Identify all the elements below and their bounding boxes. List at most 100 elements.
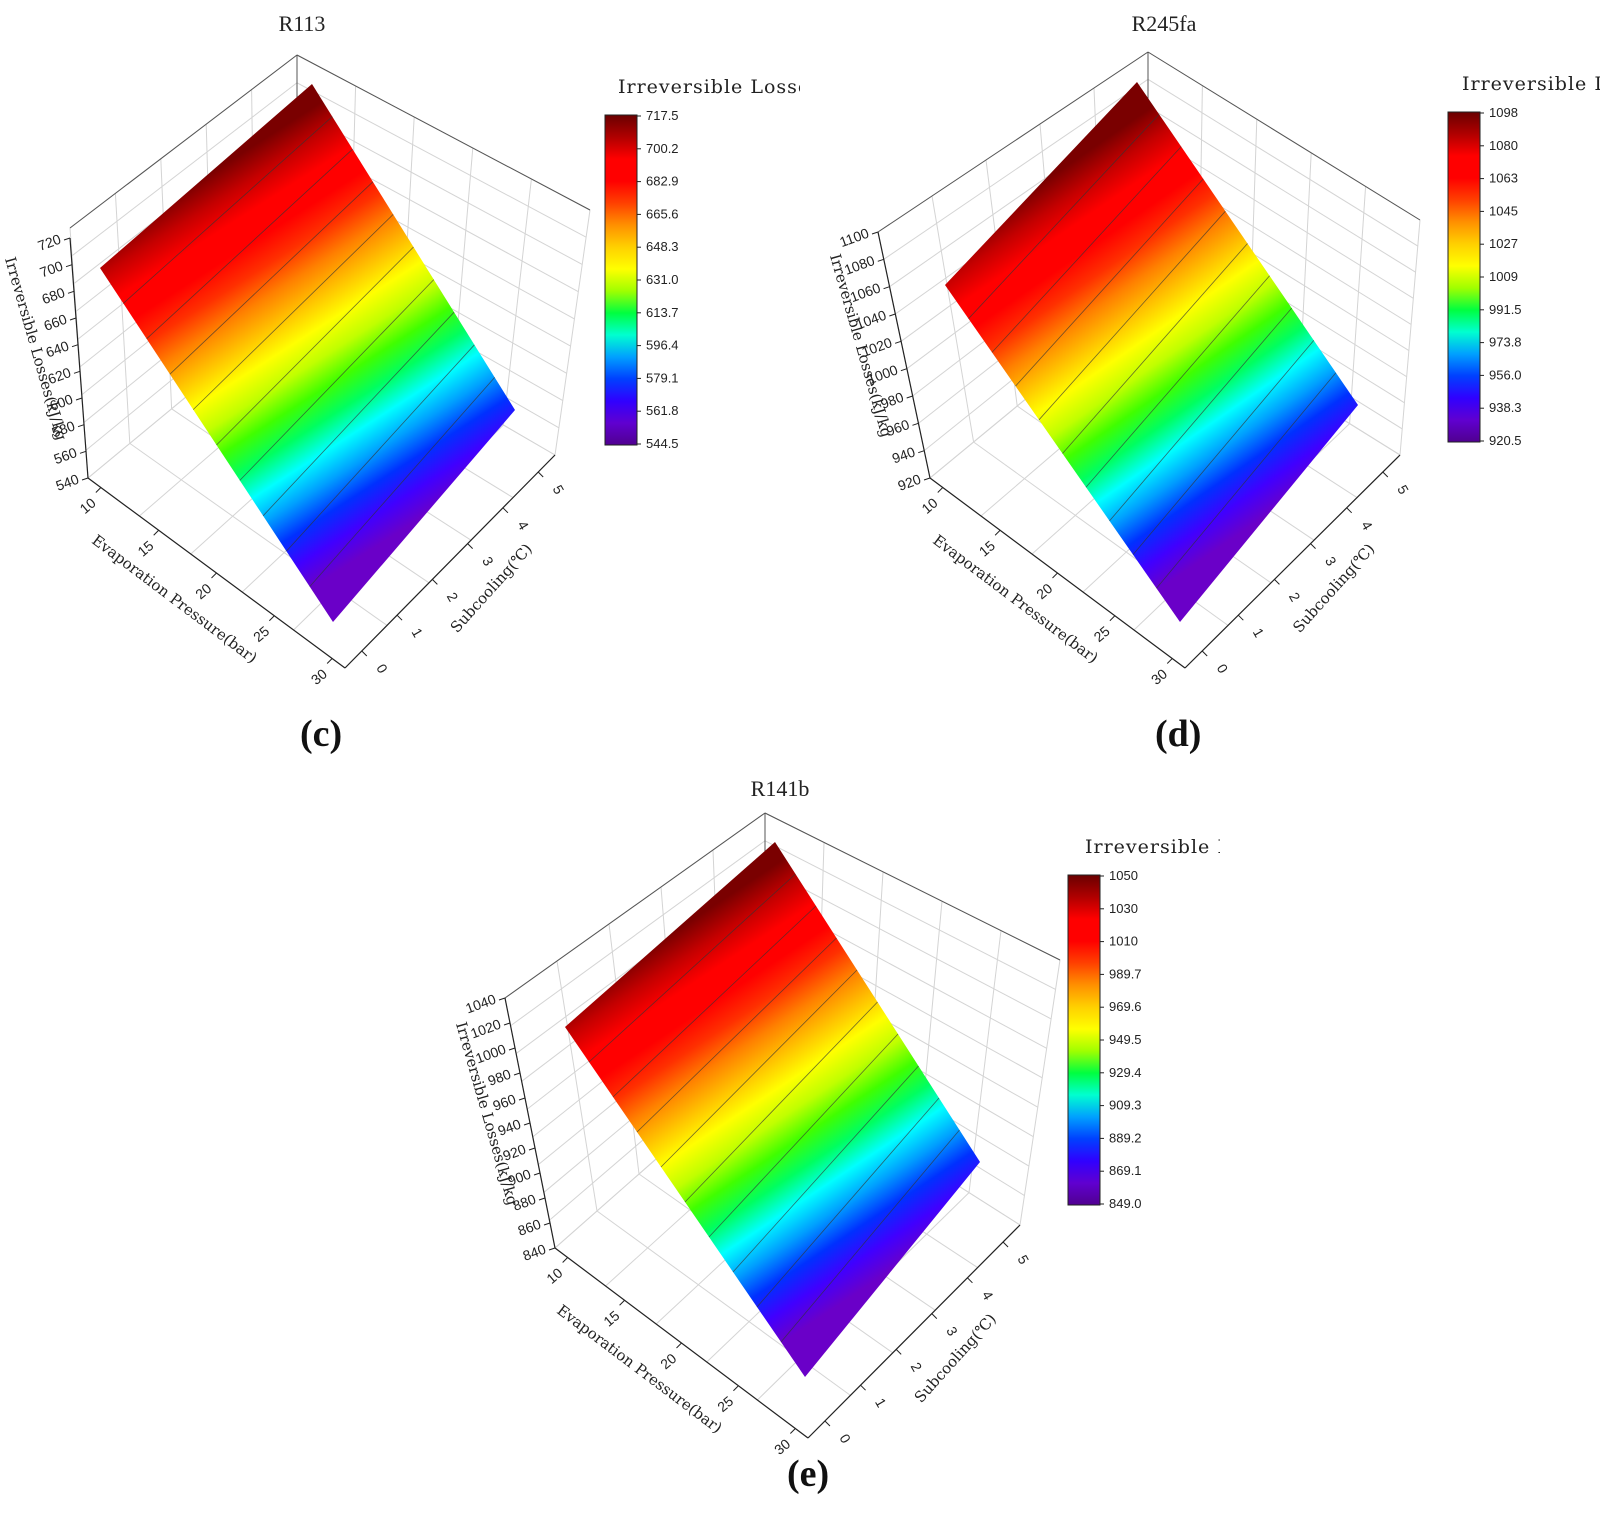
x-tick-mark bbox=[268, 615, 275, 622]
colorbar-tick-label: 869.1 bbox=[1109, 1163, 1142, 1178]
contour-line bbox=[968, 114, 1160, 319]
colorbar bbox=[1067, 874, 1101, 1206]
x-tick-mark bbox=[1052, 572, 1058, 579]
y-tick-mark bbox=[895, 1349, 902, 1355]
colorbar-tick-label: 969.6 bbox=[1109, 999, 1142, 1014]
grid-line bbox=[1147, 78, 1419, 247]
colorbar-title: Irreversible Losses bbox=[1085, 836, 1220, 858]
z-tick-mark bbox=[518, 1097, 526, 1101]
z-tick-mark bbox=[65, 264, 73, 268]
x-tick-label: 25 bbox=[714, 1393, 736, 1415]
axis-line bbox=[807, 1224, 1021, 1439]
x-axis-label: Evaporation Pressure(bar) bbox=[88, 531, 260, 667]
z-tick-mark bbox=[71, 344, 79, 348]
y-tick-label: 0 bbox=[836, 1431, 854, 1446]
contour-line bbox=[239, 279, 435, 481]
colorbar-tick-label: 1045 bbox=[1489, 203, 1518, 218]
panel-label-c: (c) bbox=[300, 713, 343, 755]
contour-line bbox=[1156, 372, 1337, 589]
x-tick-mark bbox=[937, 487, 944, 493]
z-tick-mark bbox=[81, 477, 89, 481]
colorbar-tick-label: 889.2 bbox=[1109, 1130, 1142, 1145]
panel-label-e: (e) bbox=[787, 1453, 830, 1495]
box-edge bbox=[877, 51, 1149, 233]
grid-line bbox=[554, 209, 591, 456]
z-tick-mark bbox=[513, 1072, 521, 1076]
grid-line bbox=[1147, 133, 1414, 299]
colorbar-tick-label: 561.8 bbox=[646, 403, 679, 418]
grid-line bbox=[883, 78, 1149, 260]
contour-line bbox=[756, 1097, 940, 1308]
axis-line bbox=[1184, 454, 1401, 669]
y-tick-mark bbox=[1201, 650, 1208, 657]
contour-lines bbox=[123, 116, 495, 587]
z-tick-label: 980 bbox=[486, 1066, 514, 1089]
z-tick-label: 920 bbox=[896, 471, 924, 494]
x-tick-label: 20 bbox=[1033, 580, 1055, 602]
contour-line bbox=[1062, 243, 1248, 454]
z-tick-label: 660 bbox=[42, 311, 70, 334]
z-tick-mark bbox=[67, 290, 75, 294]
box-edge bbox=[764, 812, 1061, 961]
y-tick-label: 2 bbox=[1286, 590, 1304, 605]
colorbar-tick-label: 909.3 bbox=[1109, 1098, 1142, 1113]
z-tick-label: 960 bbox=[491, 1091, 519, 1114]
panel-label-d: (d) bbox=[1155, 713, 1202, 755]
grid-line bbox=[556, 960, 598, 1212]
y-tick-mark bbox=[931, 1313, 938, 1319]
colorbar-tick-label: 973.8 bbox=[1489, 335, 1522, 350]
x-tick-label: 10 bbox=[918, 494, 940, 516]
box-edge bbox=[504, 812, 766, 999]
grid-line bbox=[1019, 959, 1061, 1226]
z-tick-label: 620 bbox=[46, 364, 74, 387]
panel-e: R141b 1040 1020 1000 980 960 940 920 900 880 860 8… bbox=[420, 770, 1220, 1470]
z-tick-mark bbox=[63, 237, 71, 241]
contour-line bbox=[588, 873, 796, 1063]
panel-d: R245fa 1100 1080 1060 1040 1020 1000 980 960 940… bbox=[800, 0, 1600, 700]
contour-line bbox=[1038, 210, 1226, 421]
x-axis-label: Evaporation Pressure(bar) bbox=[929, 531, 1101, 667]
chart-svg-c: R113 72070068066064062060058056054010152… bbox=[1, 11, 800, 688]
y-tick-label: 2 bbox=[908, 1360, 926, 1375]
x-tick-label: 30 bbox=[1148, 665, 1170, 687]
z-tick-mark bbox=[889, 313, 896, 317]
contour-line bbox=[286, 344, 475, 552]
z-tick-mark bbox=[548, 1247, 556, 1251]
z-tick-label: 560 bbox=[52, 444, 80, 467]
grid-line bbox=[1147, 106, 1416, 273]
y-tick-mark bbox=[467, 543, 473, 549]
box-edge bbox=[1147, 51, 1421, 221]
y-tick-label: 5 bbox=[550, 482, 568, 497]
z-tick-mark bbox=[918, 450, 925, 454]
x-tick-label: 10 bbox=[543, 1264, 565, 1286]
colorbar-tick-label: 1098 bbox=[1489, 105, 1518, 120]
z-tick-label: 940 bbox=[890, 443, 918, 466]
y-tick-mark bbox=[824, 1420, 831, 1427]
box-edge bbox=[296, 54, 591, 211]
z-tick-label: 900 bbox=[506, 1166, 534, 1189]
z-tick-mark bbox=[498, 997, 506, 1001]
grid-line bbox=[510, 840, 766, 1027]
x-tick-label: 15 bbox=[600, 1307, 622, 1329]
z-tick-label: 1040 bbox=[463, 991, 498, 1017]
z-tick-mark bbox=[508, 1047, 516, 1051]
z-tick-mark bbox=[79, 450, 87, 454]
y-tick-mark bbox=[1346, 507, 1353, 514]
z-tick-label: 840 bbox=[521, 1241, 549, 1264]
z-tick-mark bbox=[533, 1172, 541, 1176]
z-tick-label: 640 bbox=[44, 337, 72, 360]
panel-c: R113 720 700 680 660 640 620 600 580 560 540 10 15 2… bbox=[0, 0, 800, 700]
contour-line bbox=[636, 937, 837, 1133]
z-tick-mark bbox=[877, 258, 884, 262]
y-tick-label: 3 bbox=[1322, 554, 1340, 569]
z-tick-label: 700 bbox=[38, 257, 66, 280]
contour-line bbox=[780, 1129, 960, 1343]
axis-line bbox=[344, 454, 556, 669]
y-tick-label: 1 bbox=[409, 625, 427, 640]
colorbar-tick-label: 938.3 bbox=[1489, 400, 1522, 415]
y-tick-label: 4 bbox=[1358, 518, 1376, 533]
contour-line bbox=[309, 377, 495, 587]
contour-line bbox=[732, 1065, 919, 1273]
colorbar-tick-label: 544.5 bbox=[646, 436, 679, 451]
grid-line bbox=[931, 195, 975, 443]
